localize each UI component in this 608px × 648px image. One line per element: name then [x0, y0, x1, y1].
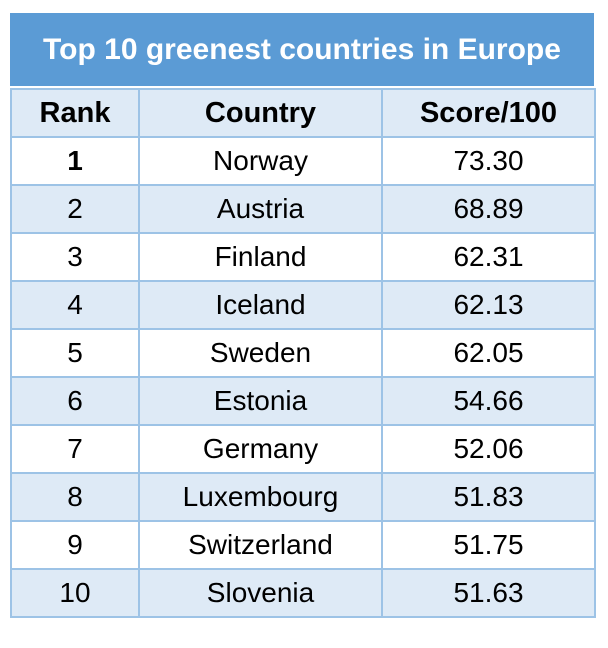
- table-row: 7 Germany 52.06: [10, 424, 596, 474]
- table-row: 3 Finland 62.31: [10, 232, 596, 282]
- score-cell: 62.13: [381, 280, 596, 330]
- country-cell: Austria: [138, 184, 383, 234]
- rank-cell: 3: [10, 232, 140, 282]
- score-cell: 51.63: [381, 568, 596, 618]
- country-cell: Luxembourg: [138, 472, 383, 522]
- country-cell: Switzerland: [138, 520, 383, 570]
- score-cell: 54.66: [381, 376, 596, 426]
- score-cell: 62.31: [381, 232, 596, 282]
- score-cell: 52.06: [381, 424, 596, 474]
- country-cell: Sweden: [138, 328, 383, 378]
- country-cell: Slovenia: [138, 568, 383, 618]
- rank-cell: 2: [10, 184, 140, 234]
- score-cell: 68.89: [381, 184, 596, 234]
- table-row: 5 Sweden 62.05: [10, 328, 596, 378]
- header-row: Rank Country Score/100: [10, 88, 596, 138]
- greenest-countries-table: Top 10 greenest countries in Europe Rank…: [10, 13, 596, 618]
- table-row: 2 Austria 68.89: [10, 184, 596, 234]
- header-cell-country: Country: [138, 88, 383, 138]
- rank-cell: 8: [10, 472, 140, 522]
- header-cell-score: Score/100: [381, 88, 596, 138]
- table-row: 4 Iceland 62.13: [10, 280, 596, 330]
- table-row: 8 Luxembourg 51.83: [10, 472, 596, 522]
- rank-cell: 6: [10, 376, 140, 426]
- rank-table: Rank Country Score/100 1 Norway 73.30 2 …: [10, 88, 596, 618]
- table-row: 10 Slovenia 51.63: [10, 568, 596, 618]
- table-row: 6 Estonia 54.66: [10, 376, 596, 426]
- rank-cell: 7: [10, 424, 140, 474]
- score-cell: 51.75: [381, 520, 596, 570]
- table-title: Top 10 greenest countries in Europe: [10, 13, 594, 86]
- country-cell: Iceland: [138, 280, 383, 330]
- rank-cell: 5: [10, 328, 140, 378]
- rank-cell: 10: [10, 568, 140, 618]
- country-cell: Germany: [138, 424, 383, 474]
- header-cell-rank: Rank: [10, 88, 140, 138]
- score-cell: 51.83: [381, 472, 596, 522]
- score-cell: 62.05: [381, 328, 596, 378]
- rank-cell: 4: [10, 280, 140, 330]
- country-cell: Estonia: [138, 376, 383, 426]
- table-row: 1 Norway 73.30: [10, 136, 596, 186]
- country-cell: Norway: [138, 136, 383, 186]
- rank-cell: 1: [10, 136, 140, 186]
- score-cell: 73.30: [381, 136, 596, 186]
- rank-cell: 9: [10, 520, 140, 570]
- table-row: 9 Switzerland 51.75: [10, 520, 596, 570]
- country-cell: Finland: [138, 232, 383, 282]
